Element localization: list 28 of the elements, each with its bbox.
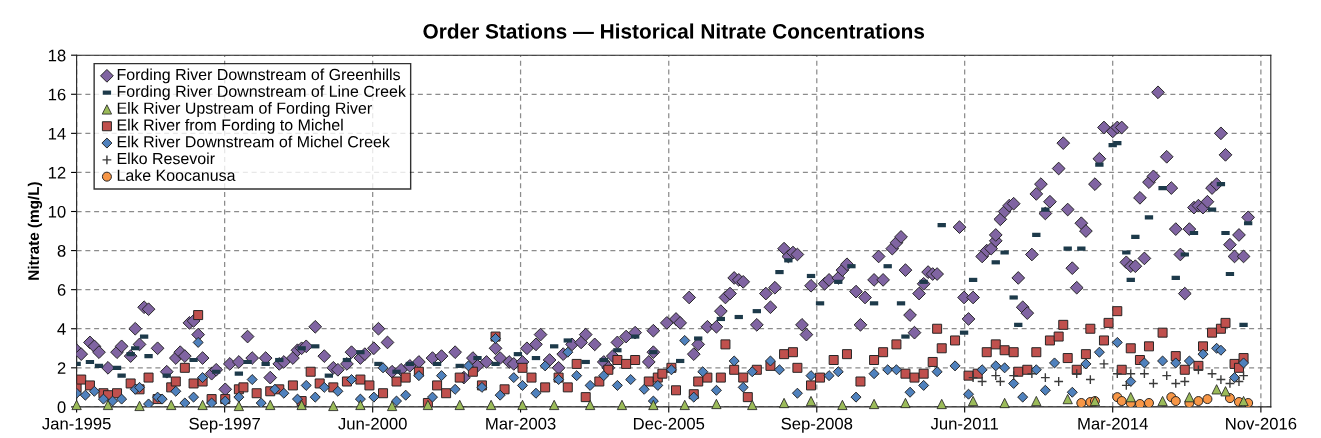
y-axis-title: Nitrate (mg/L) bbox=[27, 182, 43, 280]
y-tick-label: 8 bbox=[57, 244, 66, 257]
x-tick-label: Sep-1997 bbox=[189, 417, 260, 433]
x-tick-label: Jun-2011 bbox=[930, 417, 998, 430]
legend-label: Elko Resevoir bbox=[117, 152, 215, 165]
chart-title: Order Stations — Historical Nitrate Concentrations bbox=[423, 23, 925, 39]
y-tick-label: 16 bbox=[48, 88, 66, 101]
x-tick-label: Dec-2005 bbox=[633, 417, 705, 430]
y-tick-label: 6 bbox=[57, 284, 66, 296]
y-tick-label: 2 bbox=[57, 362, 66, 374]
y-tick-label: 14 bbox=[48, 127, 66, 140]
y-tick-label: 4 bbox=[57, 323, 66, 335]
legend-label: Elk River from Fording to Michel bbox=[117, 118, 343, 134]
legend-label: Fording River Downstream of Line Creek bbox=[117, 85, 406, 101]
legend-label: Elk River Downstream of Michel Creek bbox=[117, 135, 390, 148]
x-tick-label: Mar-2014 bbox=[1078, 417, 1148, 430]
y-tick-label: 10 bbox=[48, 205, 66, 218]
x-tick-label: Mar-2003 bbox=[486, 417, 556, 430]
y-tick-label: 18 bbox=[48, 49, 66, 62]
x-tick-label: Jun-2000 bbox=[338, 417, 407, 430]
legend-label: Elk River Upstream of Fording River bbox=[117, 102, 372, 117]
legend-label: Fording River Downstream of Greenhills bbox=[117, 68, 400, 84]
y-tick-label: 0 bbox=[57, 401, 66, 414]
x-tick-label: Jan-1995 bbox=[42, 417, 111, 430]
legend-label: Lake Koocanusa bbox=[117, 169, 236, 182]
y-tick-label: 12 bbox=[48, 166, 66, 179]
x-tick-label: Sep-2008 bbox=[781, 417, 853, 433]
x-tick-label: Nov-2016 bbox=[1226, 417, 1297, 430]
